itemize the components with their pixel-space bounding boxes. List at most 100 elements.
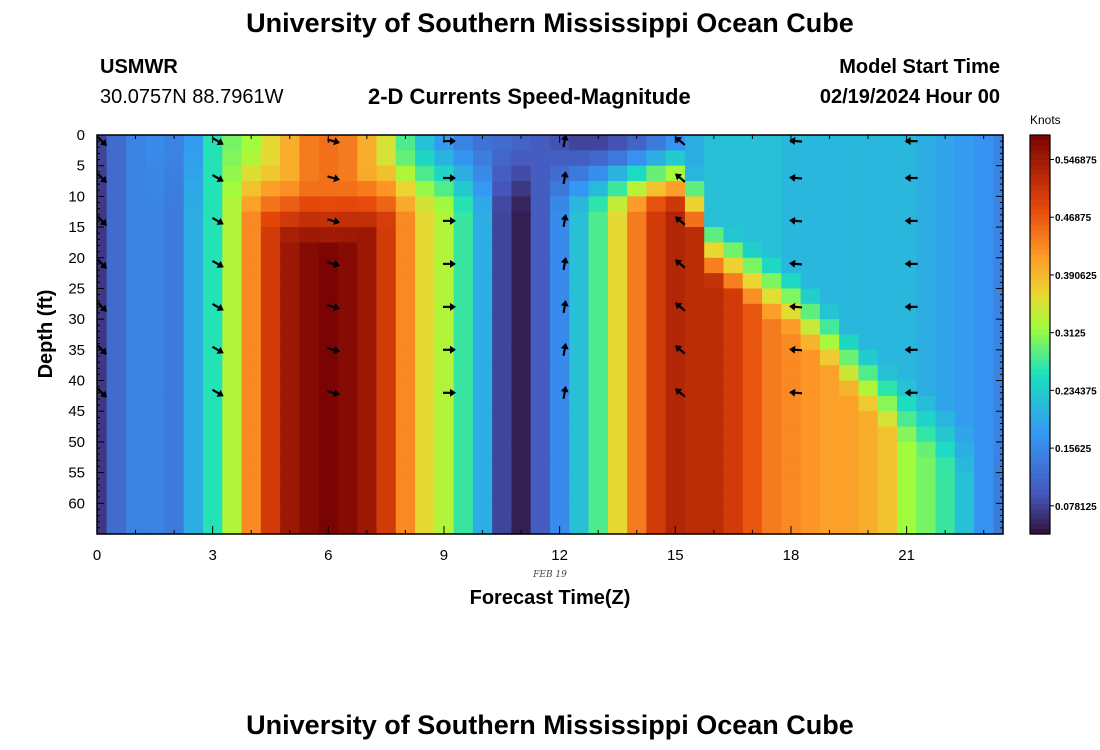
heatmap-cell [993, 181, 1004, 197]
heatmap-cell [164, 441, 185, 458]
heatmap-cell [781, 457, 802, 474]
heatmap-cell [183, 288, 204, 305]
colorbar-segment [1030, 274, 1050, 281]
colorbar-segment [1030, 489, 1050, 495]
heatmap-cell [877, 503, 898, 520]
heatmap-cell [627, 273, 647, 290]
heatmap-cell [723, 411, 744, 428]
x-tick-label: 15 [667, 547, 684, 564]
heatmap-cell [453, 273, 474, 290]
heatmap-cell [164, 242, 185, 259]
heatmap-cell [183, 395, 204, 412]
heatmap-cell [125, 395, 146, 412]
chart-title-top: University of Southern Mississippi Ocean… [246, 8, 854, 38]
heatmap-cell [395, 273, 416, 290]
heatmap-cell [492, 257, 513, 274]
heatmap-cell [337, 395, 358, 412]
heatmap-cell [106, 503, 127, 520]
heatmap-cell [916, 349, 937, 366]
heatmap-cell [916, 457, 937, 474]
heatmap-cell [357, 472, 378, 489]
heatmap-cell [376, 135, 397, 151]
x-tick-label: 6 [324, 547, 332, 564]
heatmap-cell [781, 273, 802, 290]
heatmap-cell [723, 457, 744, 474]
heatmap-cell [337, 411, 358, 428]
heatmap-cell [800, 334, 821, 351]
heatmap-cell [723, 196, 744, 213]
heatmap-cell [742, 181, 763, 197]
colorbar-segment [1030, 304, 1050, 311]
heatmap-cell [762, 395, 782, 412]
heatmap-cell [569, 457, 590, 474]
heatmap-cell [453, 257, 474, 274]
heatmap-cell [453, 349, 474, 366]
heatmap-cell [357, 181, 378, 197]
x-tick-label: 9 [440, 547, 448, 564]
heatmap-cell [607, 135, 628, 151]
heatmap-cell [684, 349, 705, 366]
heatmap-cell [684, 411, 705, 428]
colorbar-segment [1030, 454, 1050, 460]
heatmap-cell [935, 319, 956, 336]
heatmap-cell [222, 503, 243, 520]
colorbar-segment [1030, 379, 1050, 385]
heatmap-cell [993, 303, 1004, 320]
heatmap-cell [665, 242, 686, 259]
heatmap-cell [896, 334, 917, 351]
heatmap-cell [241, 334, 262, 351]
heatmap-cell [472, 303, 493, 320]
heatmap-cell [492, 426, 513, 443]
heatmap-cell [453, 181, 474, 197]
heatmap-cell [723, 319, 744, 336]
heatmap-cell [106, 365, 127, 382]
heatmap-cell [742, 472, 763, 489]
heatmap-cell [819, 211, 840, 228]
colorbar-tick-label: 0.46875 [1055, 213, 1092, 224]
heatmap-cell [434, 319, 455, 336]
heatmap-cell [106, 211, 127, 228]
heatmap-cell [839, 211, 860, 228]
heatmap-cell [916, 472, 937, 489]
heatmap-cell [839, 411, 860, 428]
heatmap-cell [665, 319, 686, 336]
colorbar-segment [1030, 459, 1050, 465]
heatmap-cell [222, 165, 243, 182]
heatmap-cell [164, 334, 185, 351]
heatmap-cell [222, 288, 243, 305]
heatmap-cell [935, 135, 956, 151]
colorbar-segment [1030, 314, 1050, 321]
heatmap-cell [145, 165, 166, 182]
heatmap-cell [800, 273, 821, 290]
heatmap-cell [97, 503, 108, 520]
heatmap-cell [877, 303, 898, 320]
heatmap-cell [800, 227, 821, 244]
heatmap-cell [819, 487, 840, 504]
heatmap-cell [684, 135, 705, 151]
heatmap-cell [569, 165, 590, 182]
heatmap-cell [665, 211, 686, 228]
current-arrow [211, 302, 224, 311]
heatmap-cell [280, 227, 301, 244]
heatmap-cell [877, 288, 898, 305]
heatmap-cell [318, 441, 339, 458]
x-axis-ticks: 0 3 6 9 12 15 18 21 [93, 135, 985, 564]
heatmap-cell [819, 380, 840, 397]
heatmap-cell [993, 411, 1004, 428]
x-tick-label: 21 [898, 547, 915, 564]
heatmap-cell [839, 380, 860, 397]
current-arrow [327, 260, 341, 269]
heatmap-cell [415, 349, 435, 366]
heatmap-cell [742, 349, 763, 366]
heatmap-cell [993, 503, 1004, 520]
heatmap-cell [415, 319, 435, 336]
heatmap-cell [954, 441, 975, 458]
heatmap-cell [993, 395, 1004, 412]
heatmap-cell [954, 457, 975, 474]
heatmap-cell [954, 319, 975, 336]
heatmap-cell [164, 288, 185, 305]
heatmap-cell [935, 257, 956, 274]
heatmap-cell [299, 303, 320, 320]
heatmap-cell [145, 319, 166, 336]
heatmap-cell [684, 196, 705, 213]
